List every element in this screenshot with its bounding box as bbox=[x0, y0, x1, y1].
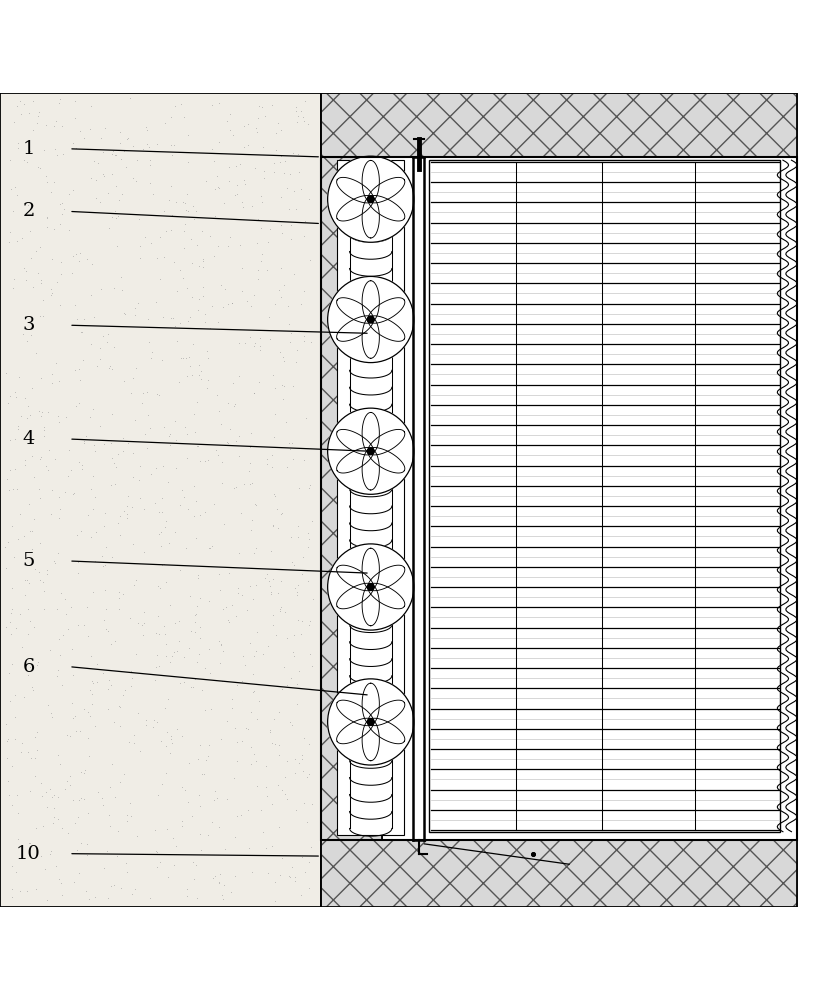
Circle shape bbox=[367, 196, 374, 203]
Circle shape bbox=[328, 276, 414, 363]
Text: 10: 10 bbox=[16, 845, 41, 863]
Bar bbox=[321, 840, 797, 907]
Bar bbox=[429, 160, 780, 832]
Circle shape bbox=[367, 316, 374, 323]
Text: 1: 1 bbox=[22, 140, 35, 158]
Circle shape bbox=[328, 679, 414, 765]
Bar bbox=[321, 840, 797, 907]
Text: 3: 3 bbox=[22, 316, 35, 334]
Circle shape bbox=[328, 408, 414, 494]
Circle shape bbox=[367, 448, 374, 455]
Text: 2: 2 bbox=[22, 202, 35, 220]
Text: 5: 5 bbox=[22, 552, 35, 570]
Text: 4: 4 bbox=[22, 430, 35, 448]
Circle shape bbox=[367, 584, 374, 590]
Text: 6: 6 bbox=[22, 658, 35, 676]
Bar bbox=[321, 93, 797, 157]
Bar bbox=[321, 157, 797, 840]
Bar bbox=[321, 93, 797, 157]
Circle shape bbox=[328, 156, 414, 242]
Bar bbox=[0, 93, 321, 907]
Circle shape bbox=[367, 719, 374, 725]
Circle shape bbox=[328, 544, 414, 630]
Bar bbox=[321, 157, 382, 840]
Bar bbox=[337, 160, 404, 835]
Bar bbox=[321, 157, 382, 840]
